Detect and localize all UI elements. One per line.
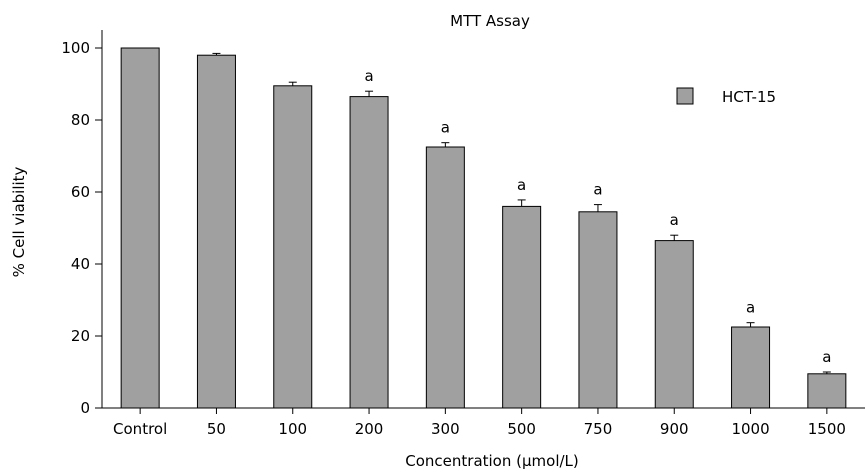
x-tick-label: 50 xyxy=(207,420,226,438)
x-tick-label: 500 xyxy=(507,420,536,438)
bar xyxy=(654,240,694,409)
x-axis: Control 50 100 200 300 500 750 900 1000 1500 xyxy=(102,407,865,438)
bar xyxy=(807,373,847,409)
significance-label: a xyxy=(364,67,373,85)
legend: HCT-15 xyxy=(676,87,776,106)
significance-label: a xyxy=(441,119,450,137)
x-tick-label: 300 xyxy=(431,420,460,438)
bars-group: a a a a a a a xyxy=(120,47,847,409)
x-tick-label: 1000 xyxy=(731,420,769,438)
x-tick-label: 750 xyxy=(584,420,613,438)
bar xyxy=(196,54,236,409)
legend-label: HCT-15 xyxy=(722,88,776,106)
significance-label: a xyxy=(517,176,526,194)
y-axis: 0 20 40 60 80 100 xyxy=(61,30,103,417)
y-tick-label: 100 xyxy=(61,39,90,57)
significance-label: a xyxy=(593,181,602,199)
chart-title: MTT Assay xyxy=(450,12,530,30)
x-tick-label: 100 xyxy=(278,420,307,438)
x-tick-label: 1500 xyxy=(808,420,846,438)
bar xyxy=(502,205,542,409)
y-tick-label: 40 xyxy=(71,255,90,273)
x-tick-label: Control xyxy=(113,420,167,438)
x-tick-label: 200 xyxy=(355,420,384,438)
y-tick-label: 0 xyxy=(80,399,90,417)
y-tick-label: 60 xyxy=(71,183,90,201)
y-axis-title: % Cell viability xyxy=(10,166,28,277)
legend-swatch xyxy=(676,87,694,105)
x-tick-label: 900 xyxy=(660,420,689,438)
significance-label: a xyxy=(670,211,679,229)
bar xyxy=(120,47,160,409)
y-tick-label: 80 xyxy=(71,111,90,129)
significance-label: a xyxy=(822,348,831,366)
bar xyxy=(349,96,389,409)
x-axis-title: Concentration (µmol/L) xyxy=(405,452,579,470)
significance-label: a xyxy=(746,299,755,317)
bar xyxy=(731,326,771,409)
bar xyxy=(425,146,465,409)
bar xyxy=(273,85,313,409)
y-tick-label: 20 xyxy=(71,327,90,345)
bar xyxy=(578,211,618,409)
